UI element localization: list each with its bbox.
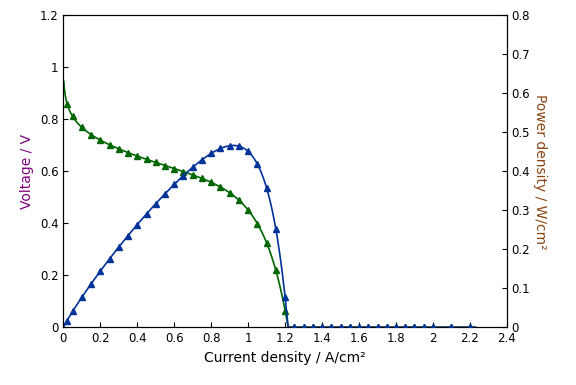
X-axis label: Current density / A/cm²: Current density / A/cm² — [204, 351, 366, 365]
Y-axis label: Power density / W/cm²: Power density / W/cm² — [533, 94, 547, 249]
Y-axis label: Voltage / V: Voltage / V — [20, 134, 34, 209]
